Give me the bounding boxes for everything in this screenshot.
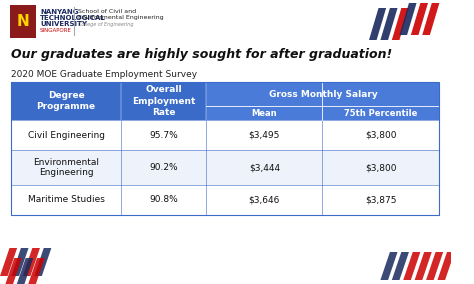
Bar bbox=[11, 185, 439, 215]
Text: $3,800: $3,800 bbox=[365, 163, 397, 172]
Text: Maritime Studies: Maritime Studies bbox=[27, 195, 105, 204]
Text: Our graduates are highly sought for after graduation!: Our graduates are highly sought for afte… bbox=[11, 48, 392, 61]
Text: Overall
Employment
Rate: Overall Employment Rate bbox=[132, 85, 195, 117]
Text: 75th Percentile: 75th Percentile bbox=[344, 108, 418, 118]
Text: UNIVERSITY: UNIVERSITY bbox=[40, 21, 87, 27]
Polygon shape bbox=[403, 252, 420, 280]
Polygon shape bbox=[422, 3, 439, 35]
Text: TECHNOLOGICAL: TECHNOLOGICAL bbox=[40, 15, 106, 21]
Text: 90.2%: 90.2% bbox=[149, 163, 178, 172]
Text: 2020 MOE Graduate Employment Survey: 2020 MOE Graduate Employment Survey bbox=[11, 70, 198, 79]
Polygon shape bbox=[369, 8, 386, 40]
Text: School of Civil and: School of Civil and bbox=[78, 9, 136, 14]
Text: Degree
Programme: Degree Programme bbox=[36, 91, 96, 111]
Bar bbox=[9, 5, 36, 38]
Polygon shape bbox=[381, 8, 398, 40]
Polygon shape bbox=[34, 248, 51, 276]
Text: NANYANG: NANYANG bbox=[40, 9, 78, 15]
Text: $3,495: $3,495 bbox=[249, 131, 280, 139]
Bar bbox=[11, 82, 439, 215]
Text: College of Engineering: College of Engineering bbox=[78, 22, 134, 27]
Polygon shape bbox=[415, 252, 432, 280]
Text: Environmental Engineering: Environmental Engineering bbox=[78, 15, 164, 20]
Bar bbox=[206, 82, 439, 120]
Text: SINGAPORE: SINGAPORE bbox=[40, 28, 72, 33]
Text: $3,875: $3,875 bbox=[365, 195, 397, 204]
Polygon shape bbox=[400, 3, 417, 35]
Polygon shape bbox=[392, 252, 409, 280]
Polygon shape bbox=[27, 258, 45, 284]
Polygon shape bbox=[23, 248, 40, 276]
Polygon shape bbox=[0, 248, 17, 276]
Text: Mean: Mean bbox=[252, 108, 277, 118]
Bar bbox=[11, 150, 439, 185]
Text: 90.8%: 90.8% bbox=[149, 195, 178, 204]
Polygon shape bbox=[438, 252, 455, 280]
Text: 95.7%: 95.7% bbox=[149, 131, 178, 139]
Text: $3,444: $3,444 bbox=[249, 163, 280, 172]
Text: $3,646: $3,646 bbox=[249, 195, 280, 204]
Bar bbox=[11, 120, 439, 150]
Polygon shape bbox=[411, 3, 428, 35]
Text: Civil Engineering: Civil Engineering bbox=[27, 131, 105, 139]
Polygon shape bbox=[11, 248, 28, 276]
Text: $3,800: $3,800 bbox=[365, 131, 397, 139]
Polygon shape bbox=[426, 252, 443, 280]
Polygon shape bbox=[381, 252, 398, 280]
Polygon shape bbox=[392, 8, 409, 40]
Polygon shape bbox=[16, 258, 33, 284]
Text: Environmental
Engineering: Environmental Engineering bbox=[33, 158, 99, 177]
Polygon shape bbox=[5, 258, 22, 284]
Bar bbox=[11, 82, 439, 120]
Text: Gross Monthly Salary: Gross Monthly Salary bbox=[268, 89, 377, 99]
Text: N: N bbox=[17, 14, 29, 29]
